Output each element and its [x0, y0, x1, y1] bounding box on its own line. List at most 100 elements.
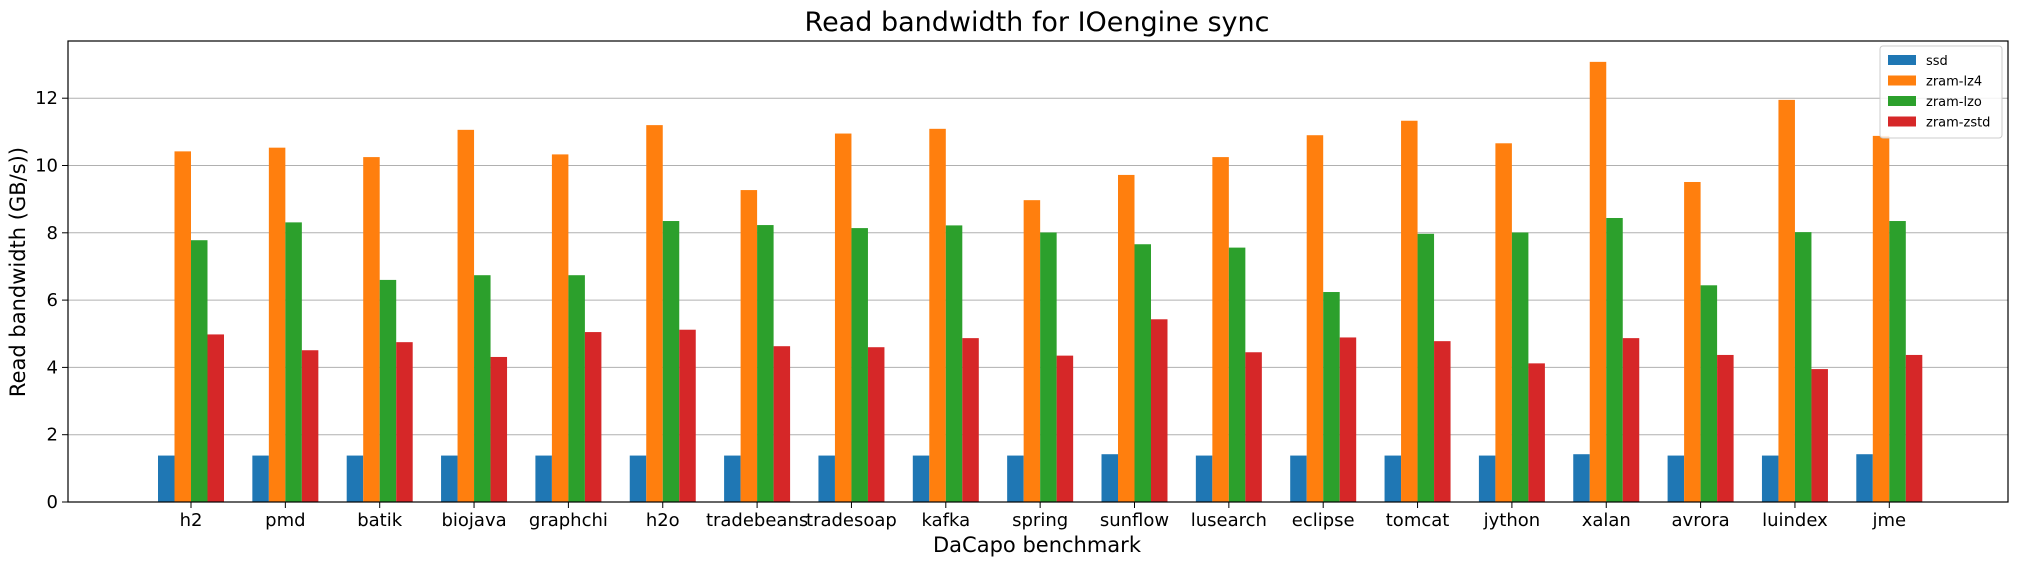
bar-zram-lzo-eclipse — [1323, 292, 1340, 502]
legend-label-ssd: ssd — [1926, 54, 1948, 69]
bar-ssd-xalan — [1573, 454, 1590, 502]
bar-zram-lz4-tradebeans — [740, 190, 758, 503]
bar-ssd-kafka — [912, 455, 930, 502]
bar-zram-lzo-pmd — [285, 222, 302, 503]
bar-ssd-h2 — [158, 455, 175, 502]
x-tick-label-jme: jme — [1871, 510, 1906, 531]
bar-zram-lzo-h2o — [662, 221, 680, 502]
bar-zram-lz4-pmd — [268, 147, 286, 502]
bar-zram-lz4-biojava — [457, 129, 475, 503]
bar-zram-lzo-sunflow — [1134, 244, 1151, 503]
bar-zram-zstd-h2o — [679, 329, 696, 502]
bar-marks — [158, 61, 1923, 503]
x-tick-label-h2o: h2o — [646, 510, 680, 531]
bar-zram-zstd-lusearch — [1245, 352, 1262, 502]
bar-ssd-tradesoap — [818, 455, 835, 502]
bar-zram-lzo-jython — [1511, 232, 1529, 502]
bar-ssd-jme — [1856, 454, 1873, 502]
bar-zram-zstd-sunflow — [1151, 319, 1168, 502]
legend-box — [1879, 45, 2003, 139]
bar-ssd-eclipse — [1290, 455, 1307, 502]
x-tick-label-jython: jython — [1483, 510, 1541, 531]
x-tick-label-tradesoap: tradesoap — [806, 510, 897, 531]
y-axis-ticks: 0 2 4 6 8 10 12 — [35, 88, 68, 513]
y-tick-label: 8 — [47, 223, 58, 244]
bar-zram-lzo-spring — [1040, 232, 1057, 502]
bar-zram-lz4-sunflow — [1118, 174, 1135, 503]
bar-ssd-avrora — [1667, 455, 1685, 502]
y-axis-label: Read bandwidth (GB/s)) — [6, 147, 30, 397]
x-tick-label-spring: spring — [1012, 510, 1068, 531]
legend-label-zram-lzo: zram-lzo — [1926, 95, 1982, 110]
plot-frame — [67, 40, 2009, 503]
y-tick-label: 12 — [35, 88, 58, 109]
bar-ssd-pmd — [252, 455, 269, 502]
x-tick-label-avrora: avrora — [1672, 510, 1730, 531]
bar-ssd-graphchi — [535, 455, 552, 502]
bar-ssd-batik — [346, 455, 364, 502]
bar-zram-lz4-eclipse — [1306, 135, 1324, 502]
x-tick-label-pmd: pmd — [265, 510, 305, 531]
bar-ssd-lusearch — [1195, 455, 1213, 502]
bar-zram-lzo-avrora — [1700, 285, 1718, 502]
bar-ssd-jython — [1478, 455, 1496, 502]
x-tick-label-graphchi: graphchi — [529, 510, 608, 531]
bar-zram-lzo-tradesoap — [851, 228, 868, 502]
legend-swatch-zram-lzo — [1888, 96, 1916, 106]
bar-zram-zstd-batik — [396, 342, 413, 502]
bar-zram-lzo-luindex — [1794, 232, 1812, 502]
x-tick-label-lusearch: lusearch — [1191, 510, 1267, 531]
y-tick-label: 10 — [35, 156, 58, 177]
legend: ssd zram-lz4 zram-lzo zram-zstd — [1879, 45, 2003, 139]
x-tick-label-xalan: xalan — [1582, 510, 1631, 531]
legend-swatch-ssd — [1888, 55, 1916, 65]
bar-ssd-luindex — [1761, 455, 1779, 502]
bar-zram-zstd-graphchi — [584, 332, 602, 502]
bar-zram-lzo-jme — [1889, 221, 1906, 502]
bar-zram-lzo-h2 — [191, 240, 208, 502]
bar-zram-lzo-batik — [379, 279, 397, 502]
bar-ssd-sunflow — [1101, 454, 1118, 502]
bar-zram-lz4-graphchi — [551, 154, 569, 502]
x-tick-label-luindex: luindex — [1762, 510, 1828, 531]
x-tick-label-kafka: kafka — [921, 510, 970, 531]
x-tick-label-biojava: biojava — [441, 510, 506, 531]
bar-zram-zstd-spring — [1056, 355, 1074, 502]
bar-zram-lzo-tradebeans — [757, 225, 774, 502]
bar-zram-zstd-luindex — [1811, 369, 1828, 502]
bar-ssd-h2o — [629, 455, 647, 502]
legend-swatch-zram-lz4 — [1888, 75, 1916, 86]
legend-label-zram-lz4: zram-lz4 — [1926, 75, 1982, 90]
bar-zram-lz4-lusearch — [1212, 157, 1229, 502]
bar-ssd-spring — [1007, 455, 1024, 502]
x-tick-label-sunflow: sunflow — [1100, 510, 1169, 531]
bar-zram-lz4-h2 — [174, 151, 191, 503]
bar-zram-lz4-luindex — [1778, 99, 1795, 502]
bar-zram-zstd-kafka — [962, 338, 979, 502]
bar-zram-lzo-tomcat — [1417, 233, 1435, 502]
x-axis-label: DaCapo benchmark — [933, 533, 1142, 557]
x-tick-label-eclipse: eclipse — [1292, 510, 1355, 531]
bar-zram-zstd-jython — [1528, 363, 1545, 502]
bar-zram-lz4-batik — [363, 157, 380, 502]
bar-ssd-tomcat — [1384, 455, 1402, 502]
bar-zram-lzo-biojava — [474, 275, 491, 502]
y-tick-label: 4 — [47, 357, 58, 378]
legend-swatch-zram-zstd — [1888, 116, 1916, 127]
bar-zram-zstd-xalan — [1622, 338, 1640, 502]
bar-zram-lz4-spring — [1023, 200, 1041, 502]
x-tick-label-h2: h2 — [180, 510, 203, 531]
legend-label-zram-zstd: zram-zstd — [1926, 116, 1990, 131]
bar-zram-lz4-xalan — [1589, 61, 1607, 503]
x-tick-label-tradebeans: tradebeans — [706, 510, 808, 531]
bar-zram-zstd-pmd — [301, 350, 319, 502]
bar-zram-zstd-tomcat — [1434, 341, 1451, 502]
bar-zram-zstd-tradesoap — [867, 347, 885, 502]
x-tick-label-tomcat: tomcat — [1386, 510, 1450, 531]
x-tick-label-batik: batik — [357, 510, 403, 531]
bar-zram-zstd-avrora — [1717, 354, 1734, 502]
bar-zram-lzo-graphchi — [568, 275, 585, 502]
bar-zram-zstd-tradebeans — [773, 346, 791, 502]
bar-zram-zstd-biojava — [490, 356, 508, 502]
